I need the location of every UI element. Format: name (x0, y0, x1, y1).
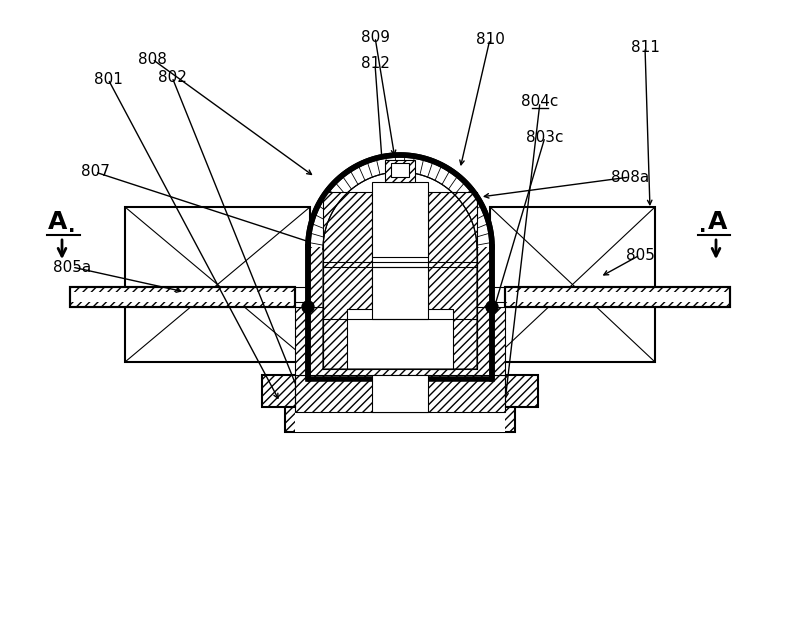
Bar (490, 207, 655, 362)
Text: 805: 805 (626, 247, 654, 262)
Bar (70, 302, 295, 307)
Circle shape (302, 301, 314, 313)
Bar (505, 302, 730, 307)
Bar (308, 247, 323, 379)
Bar (505, 287, 730, 292)
Bar (372, 182, 428, 257)
Bar (70, 287, 295, 307)
Text: .: . (68, 218, 76, 236)
Bar (505, 287, 730, 307)
Text: 811: 811 (630, 39, 659, 54)
Text: 808a: 808a (611, 170, 649, 184)
Bar (428, 192, 477, 369)
Bar (323, 192, 372, 369)
Bar (372, 267, 428, 319)
Text: 812: 812 (361, 57, 390, 72)
Text: 805a: 805a (53, 260, 91, 275)
Circle shape (486, 301, 498, 313)
Text: 807: 807 (81, 165, 110, 180)
Bar (477, 247, 492, 379)
Text: 804c: 804c (522, 94, 558, 109)
Polygon shape (308, 155, 492, 379)
Text: A: A (48, 210, 68, 234)
Bar (70, 287, 295, 307)
Polygon shape (323, 172, 477, 369)
Text: A: A (708, 210, 728, 234)
Bar (391, 163, 409, 177)
Text: 810: 810 (475, 31, 505, 46)
Text: 808: 808 (138, 51, 166, 67)
Bar (295, 407, 505, 432)
Bar (347, 309, 453, 369)
Bar (505, 287, 730, 307)
Bar (295, 307, 505, 375)
Bar (262, 375, 538, 407)
Bar (295, 375, 505, 412)
Text: 802: 802 (158, 70, 186, 85)
Text: 803c: 803c (526, 130, 564, 144)
Bar (125, 207, 310, 362)
Bar (295, 375, 505, 407)
Bar (385, 160, 415, 182)
Bar (70, 287, 295, 292)
Text: 809: 809 (361, 30, 390, 44)
Bar (372, 375, 428, 412)
Text: .: . (699, 218, 706, 236)
Bar (285, 407, 515, 432)
Text: 801: 801 (94, 72, 122, 86)
